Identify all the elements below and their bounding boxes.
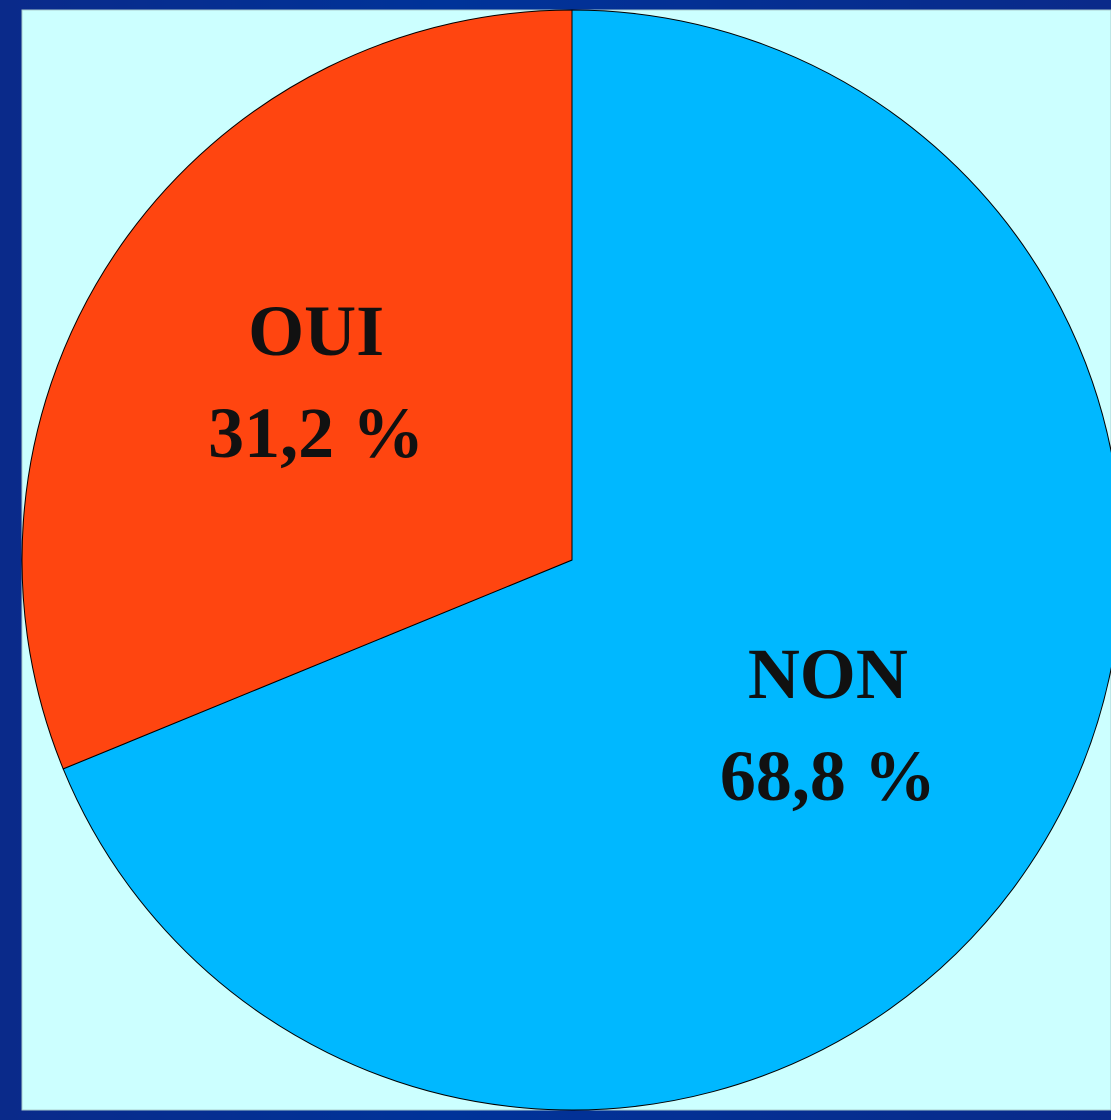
slice-value-label: 68,8 % [720,736,936,816]
pie-slice [21,9,573,770]
slice-label: NON [748,634,908,714]
pie-slice [62,9,1111,1111]
slice-value-label: 31,2 % [208,393,424,473]
slice-label: OUI [248,291,384,371]
pie [21,9,1111,1111]
